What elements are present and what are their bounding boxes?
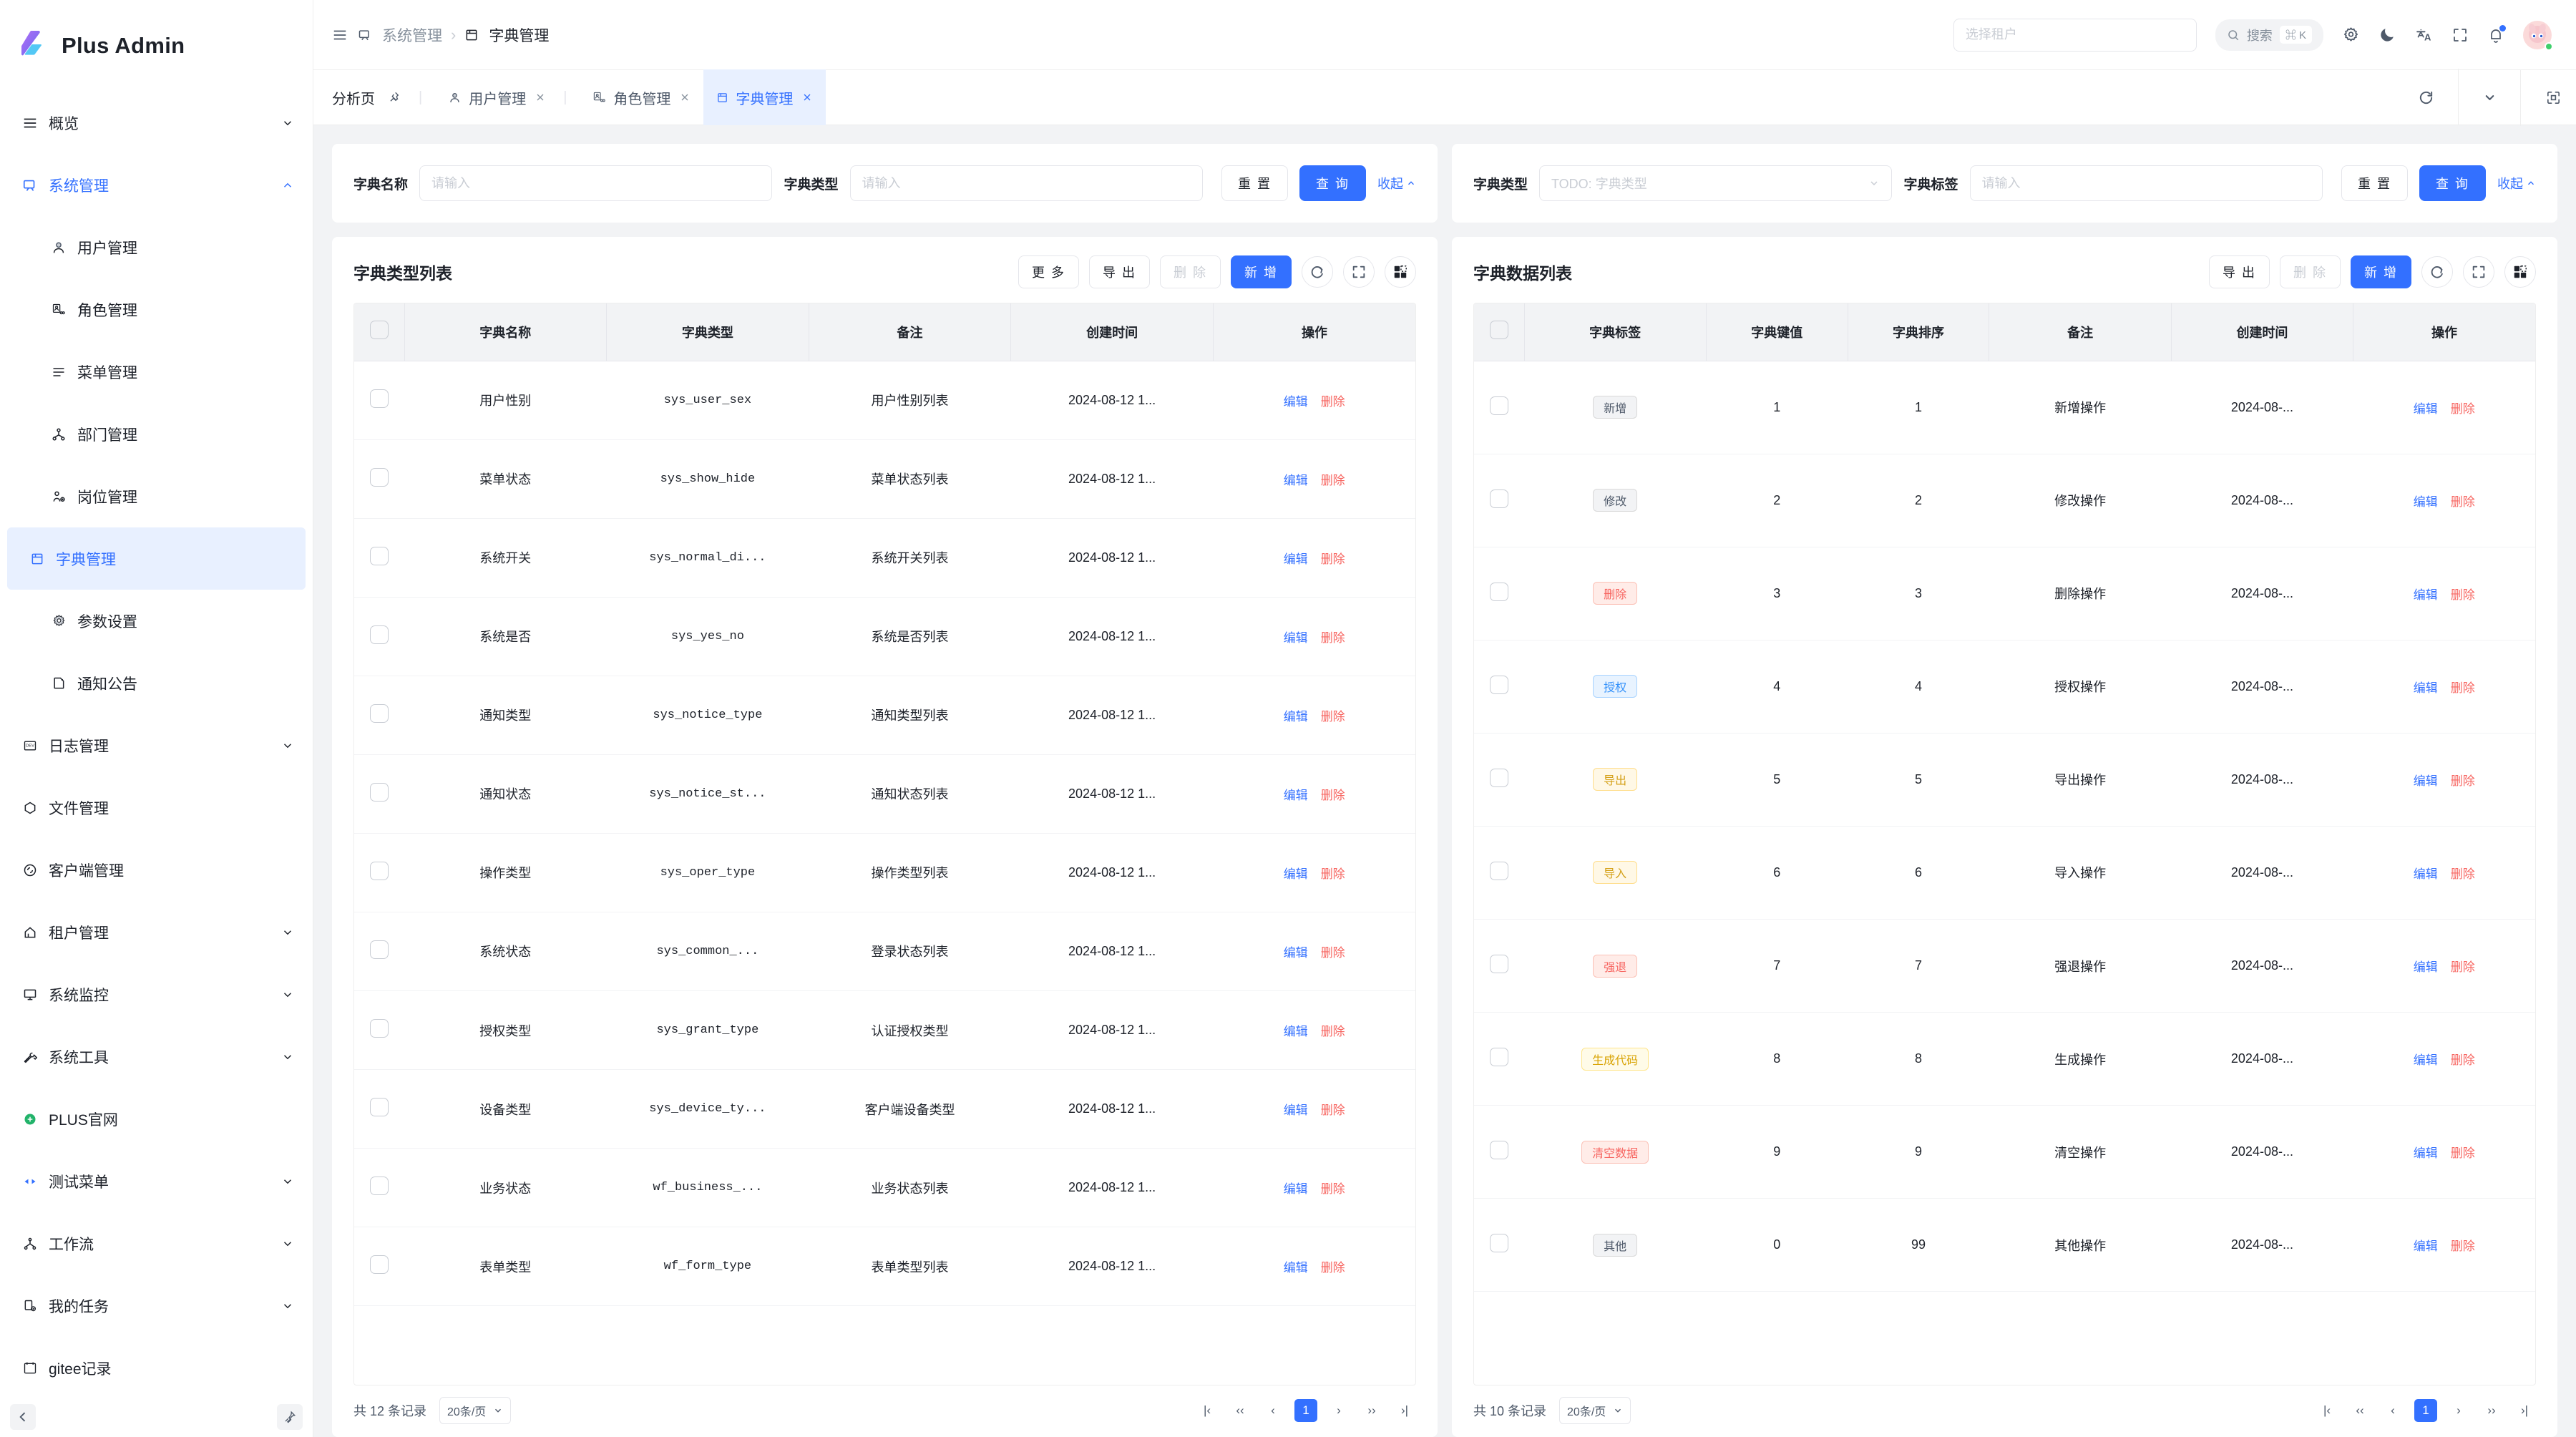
svg-text:A: A [2424, 31, 2431, 42]
svg-text:DEV: DEV [26, 744, 34, 748]
